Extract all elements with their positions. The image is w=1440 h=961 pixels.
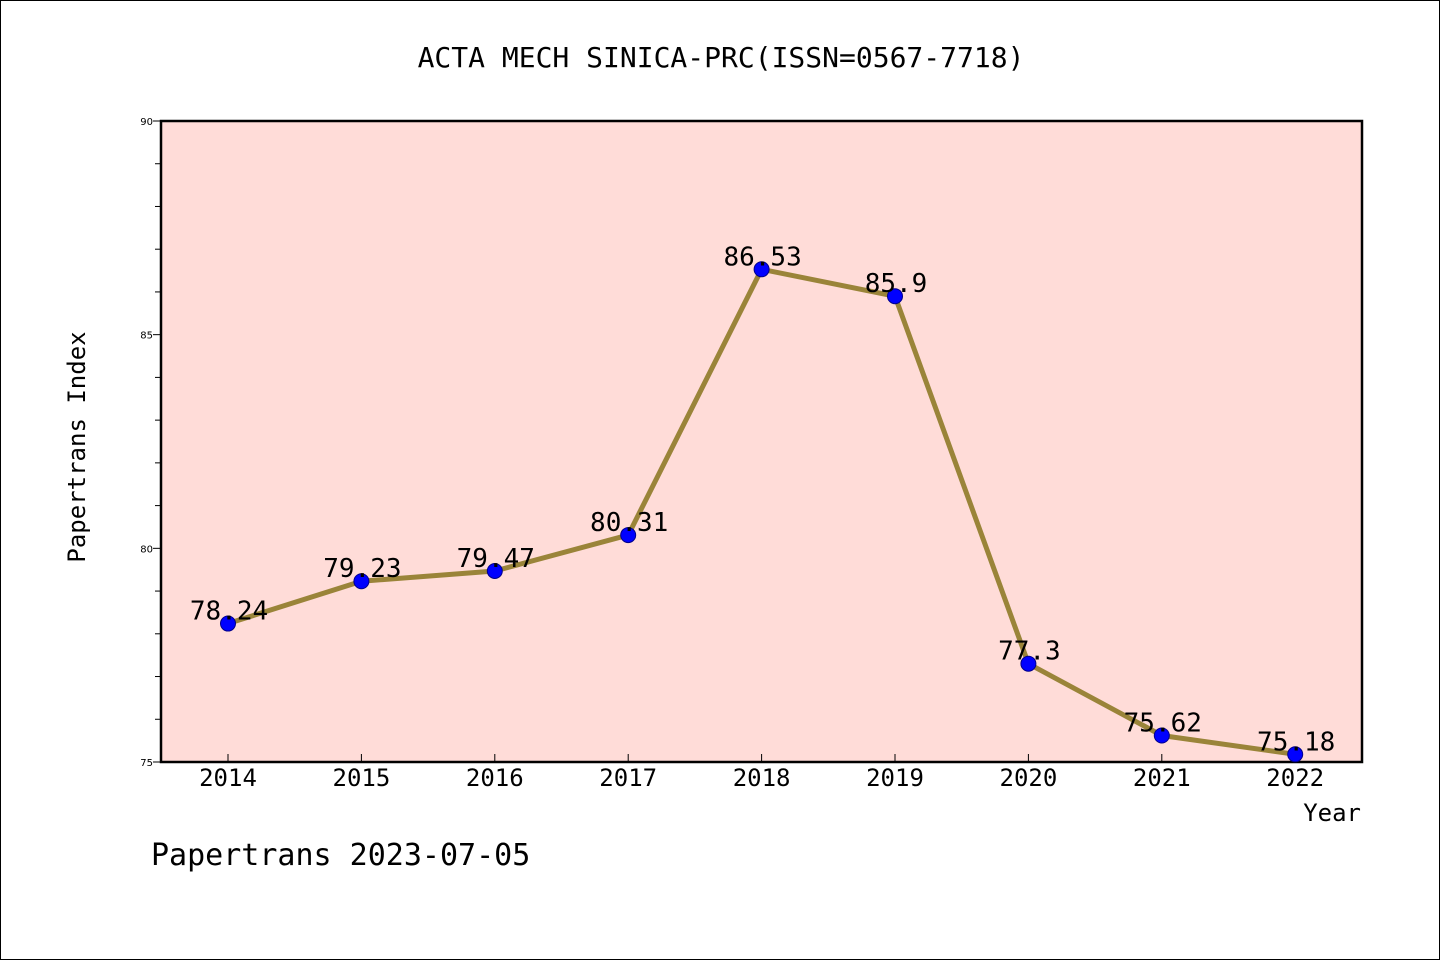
data-points — [220, 261, 1304, 763]
data-labels: 78.24 79.23 79.47 80.31 86.53 85.9 77.3 75.62 75… — [190, 242, 1335, 757]
y-tick-label: 90 — [140, 117, 153, 128]
data-point-marker — [1020, 655, 1037, 672]
y-tick-label: 85 — [140, 331, 153, 342]
data-point-label: 80.31 — [590, 508, 668, 538]
y-tick-label: 80 — [140, 544, 153, 555]
x-tick-label: 2022 — [1266, 764, 1324, 792]
x-tick-label: 2021 — [1133, 764, 1191, 792]
data-point-marker — [887, 288, 903, 305]
plot-area — [159, 119, 1364, 764]
y-tick-label: 75 — [140, 758, 153, 769]
footer-date-stamp: Papertrans 2023-07-05 — [151, 838, 530, 873]
data-point-label: 86.53 — [723, 242, 801, 272]
x-tick-label: 2019 — [866, 764, 924, 792]
x-tick-label: 2016 — [466, 764, 524, 792]
data-point-label: 79.47 — [457, 544, 535, 574]
data-point-label: 85.9 — [865, 269, 928, 299]
x-tick-label: 2018 — [733, 764, 791, 792]
x-tick-label: 2015 — [333, 764, 391, 792]
x-axis-title: Year — [1303, 799, 1361, 827]
data-point-marker — [486, 562, 503, 579]
data-point-marker — [1153, 727, 1170, 744]
data-point-label: 77.3 — [998, 637, 1061, 667]
chart-title: ACTA MECH SINICA-PRC(ISSN=0567-7718) — [418, 41, 1025, 74]
x-tick-label: 2014 — [199, 764, 257, 792]
x-tick-label: 2020 — [1000, 764, 1058, 792]
data-point-label: 75.18 — [1257, 727, 1335, 757]
y-axis-title: Papertrans Index — [63, 331, 91, 562]
x-axis: 2014 2015 2016 2017 2018 2019 2020 2021 2022 — [199, 754, 1324, 792]
data-point-label: 78.24 — [190, 597, 268, 627]
data-point-label: 75.62 — [1124, 709, 1202, 739]
data-point-label: 79.23 — [323, 554, 401, 584]
data-point-marker — [753, 261, 770, 278]
data-point-marker — [620, 527, 637, 544]
data-point-marker — [220, 615, 236, 632]
data-point-marker — [1287, 746, 1304, 763]
x-tick-label: 2017 — [599, 764, 657, 792]
data-point-marker — [353, 573, 370, 590]
y-axis: 75 80 85 90 — [140, 117, 161, 769]
